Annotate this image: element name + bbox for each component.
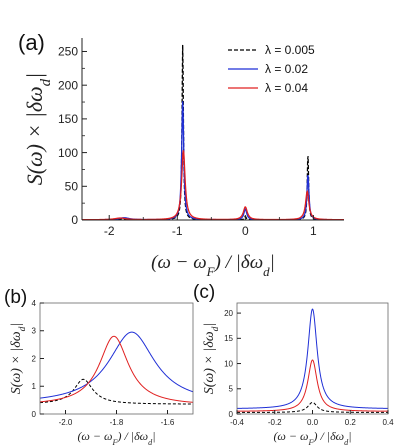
legend-label-1: λ = 0.02 bbox=[265, 62, 308, 76]
y-axis-label: S(ω) × |δωd| bbox=[22, 73, 54, 185]
y-tick-label: 200 bbox=[58, 78, 78, 92]
x-tick-label: -0.2 bbox=[268, 418, 282, 427]
series-line-1 bbox=[237, 308, 388, 409]
y-tick-label: 0 bbox=[229, 410, 234, 419]
x-tick-label: -1.8 bbox=[110, 418, 124, 427]
plot-frame bbox=[39, 302, 194, 415]
y-tick-label: 1 bbox=[32, 382, 37, 391]
chart-panel-a: -2 -1 0 1 0 50 100 150 200 250 (ω − ωF) / |δωd| S(ω… bbox=[18, 30, 344, 279]
y-tick-label: 20 bbox=[224, 309, 233, 318]
x-axis-label: (ω − ωF) / |δωd| bbox=[77, 429, 155, 447]
series-line-2 bbox=[40, 335, 193, 403]
y-axis-label: S(ω) × |δωd| bbox=[202, 323, 221, 395]
panel-label: (b) bbox=[4, 287, 27, 308]
chart-panel-b: -2.0 -1.8 -1.6 0 1 2 3 4 (ω − ωF) / |δωd| S(ω) × … bbox=[4, 287, 194, 447]
y-tick-label: 15 bbox=[224, 334, 233, 343]
x-axis-label: (ω − ωF) / |δωd| bbox=[151, 252, 275, 279]
panel-label: (c) bbox=[193, 282, 215, 303]
y-tick-label: 0 bbox=[32, 410, 37, 419]
y-axis-label: S(ω) × |δωd| bbox=[9, 323, 28, 395]
x-tick-label: -2.0 bbox=[59, 418, 73, 427]
y-tick-label: 5 bbox=[229, 385, 234, 394]
legend: λ = 0.005 λ = 0.02 λ = 0.04 bbox=[228, 43, 315, 95]
series-line-2 bbox=[237, 359, 388, 412]
chart-panel-c: -0.4 -0.2 0.0 0.2 0.4 0 5 10 15 20 (ω − ωF) / |δωd… bbox=[193, 282, 394, 447]
series-line-1 bbox=[82, 101, 344, 220]
y-tick-label: 100 bbox=[58, 146, 78, 160]
legend-label-0: λ = 0.005 bbox=[265, 43, 315, 57]
series-line-2 bbox=[82, 150, 344, 220]
y-tick-label: 4 bbox=[32, 299, 37, 308]
y-tick-label: 150 bbox=[58, 112, 78, 126]
y-tick-label: 250 bbox=[58, 45, 78, 59]
x-axis-label: (ω − ωF) / |δωd| bbox=[273, 429, 351, 447]
x-tick-label: 0.2 bbox=[345, 418, 357, 427]
series-line-0 bbox=[40, 378, 193, 405]
y-tick-label: 10 bbox=[224, 359, 233, 368]
panel-label: (a) bbox=[18, 30, 45, 55]
x-tick-label: -1.6 bbox=[161, 418, 175, 427]
x-tick-label: 0 bbox=[242, 224, 249, 238]
y-tick-label: 2 bbox=[32, 354, 37, 363]
legend-label-2: λ = 0.04 bbox=[265, 81, 308, 95]
y-tick-label: 50 bbox=[65, 179, 79, 193]
x-tick-label: 1 bbox=[310, 224, 317, 238]
plot-frame bbox=[236, 302, 389, 415]
x-tick-label: -0.4 bbox=[230, 418, 244, 427]
x-tick-label: -1 bbox=[172, 224, 183, 238]
x-tick-label: 0.0 bbox=[307, 418, 319, 427]
y-tick-label: 3 bbox=[32, 327, 37, 336]
x-tick-label: -2 bbox=[104, 224, 115, 238]
series-line-1 bbox=[40, 331, 193, 399]
series-line-0 bbox=[237, 401, 388, 413]
x-tick-label: 0.4 bbox=[382, 418, 394, 427]
y-tick-label: 0 bbox=[71, 213, 78, 227]
